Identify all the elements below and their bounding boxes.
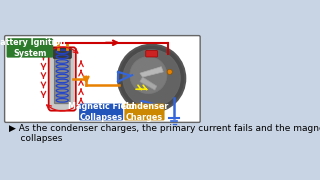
FancyArrowPatch shape [41,63,46,69]
FancyBboxPatch shape [54,54,70,104]
FancyArrowPatch shape [45,47,78,54]
FancyBboxPatch shape [79,104,123,120]
Polygon shape [140,77,157,90]
Polygon shape [140,67,163,77]
FancyArrowPatch shape [41,82,46,88]
FancyArrowPatch shape [41,73,46,78]
FancyBboxPatch shape [49,47,76,111]
FancyArrowPatch shape [141,85,147,89]
Text: Condenser
Charges: Condenser Charges [120,102,169,122]
FancyBboxPatch shape [146,51,157,57]
Circle shape [118,45,185,112]
FancyArrowPatch shape [79,98,83,104]
FancyBboxPatch shape [124,104,164,120]
FancyArrowPatch shape [41,54,46,60]
FancyArrowPatch shape [47,104,79,111]
FancyArrowPatch shape [41,91,46,97]
FancyArrowPatch shape [79,80,83,85]
FancyArrowPatch shape [136,85,141,89]
FancyArrowPatch shape [79,61,83,67]
Text: Battery Ignition
System: Battery Ignition System [0,38,66,58]
FancyBboxPatch shape [6,38,53,58]
Circle shape [167,69,172,75]
Text: Magnetic Field
Collapses: Magnetic Field Collapses [68,102,134,122]
Circle shape [130,57,167,94]
FancyArrowPatch shape [106,40,117,45]
FancyBboxPatch shape [53,48,71,58]
FancyArrowPatch shape [79,70,83,76]
FancyBboxPatch shape [4,36,200,122]
FancyArrowPatch shape [84,77,88,81]
Circle shape [123,50,180,107]
FancyArrowPatch shape [79,89,83,95]
Text: ▶ As the condenser charges, the primary current fails and the magnetic field
   : ▶ As the condenser charges, the primary … [9,124,320,143]
